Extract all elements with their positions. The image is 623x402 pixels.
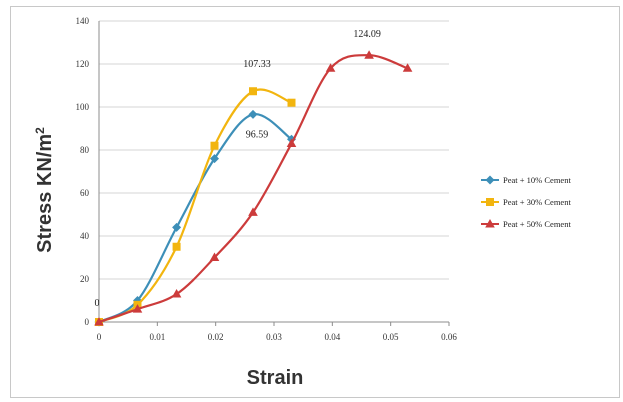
series-line	[98, 54, 408, 324]
series-0	[94, 109, 296, 327]
data-point	[402, 63, 413, 72]
data-point	[249, 87, 257, 96]
x-tick-label: 0.03	[266, 332, 282, 342]
legend-entry: Peat + 10% Cement	[481, 175, 571, 185]
data-point	[209, 252, 220, 261]
data-label: 124.09	[353, 29, 381, 40]
legend: Peat + 10% Cement Peat + 30% Cement Peat +…	[481, 175, 571, 229]
y-axis-title: Stress KN/m2	[33, 127, 56, 253]
x-tick-label: 0.06	[441, 332, 457, 342]
data-label: 96.59	[246, 129, 269, 140]
data-point	[364, 50, 374, 59]
data-label: 107.33	[243, 59, 271, 70]
y-tick-label: 60	[80, 188, 90, 198]
y-tick-label: 40	[80, 231, 90, 241]
x-tick-label: 0.01	[149, 332, 165, 342]
series-line	[98, 88, 292, 324]
data-point	[132, 304, 143, 313]
x-axis-title: Strain	[247, 367, 304, 389]
data-point	[210, 141, 219, 150]
data-point	[248, 109, 258, 119]
legend-entry: Peat + 30% Cement	[481, 197, 571, 207]
legend-entry: Peat + 50% Cement	[481, 219, 571, 229]
legend-marker	[486, 198, 494, 206]
gridlines	[99, 20, 449, 280]
y-axis-title-text: Stress KN/m	[34, 134, 56, 253]
data-point	[287, 98, 296, 107]
series-1	[95, 87, 296, 326]
y-tick-label: 100	[76, 102, 90, 112]
series-line	[98, 113, 293, 323]
legend-label: Peat + 10% Cement	[503, 175, 571, 185]
y-tick-label: 0	[85, 317, 90, 327]
data-point	[210, 154, 219, 164]
series-2	[94, 50, 413, 326]
series-group	[94, 50, 413, 327]
y-tick-label: 20	[80, 274, 90, 284]
legend-marker	[485, 175, 495, 185]
data-point	[172, 242, 181, 251]
data-point	[172, 222, 182, 232]
data-labels: 0 107.33 96.59 124.09	[95, 29, 381, 309]
x-tick-label: 0.05	[383, 332, 399, 342]
data-point	[94, 317, 104, 326]
y-tick-label: 140	[76, 16, 90, 26]
legend-label: Peat + 30% Cement	[503, 197, 571, 207]
chart-frame: 0 20 40 60 80 100 120 140 0 0.01 0.02 0.03 0.04 0.05 0…	[10, 6, 620, 398]
y-tick-label: 120	[76, 59, 90, 69]
y-axis-title-superscript: 2	[33, 127, 47, 134]
x-tick-label: 0	[97, 332, 102, 342]
legend-marker	[485, 219, 495, 228]
data-point	[248, 207, 258, 216]
data-point	[171, 289, 182, 298]
x-tick-label: 0.04	[324, 332, 340, 342]
y-tick-label: 80	[80, 145, 90, 155]
x-tick-label: 0.02	[208, 332, 224, 342]
legend-label: Peat + 50% Cement	[503, 219, 571, 229]
data-point	[286, 138, 297, 148]
data-label: 0	[95, 298, 100, 309]
data-point	[325, 63, 336, 72]
